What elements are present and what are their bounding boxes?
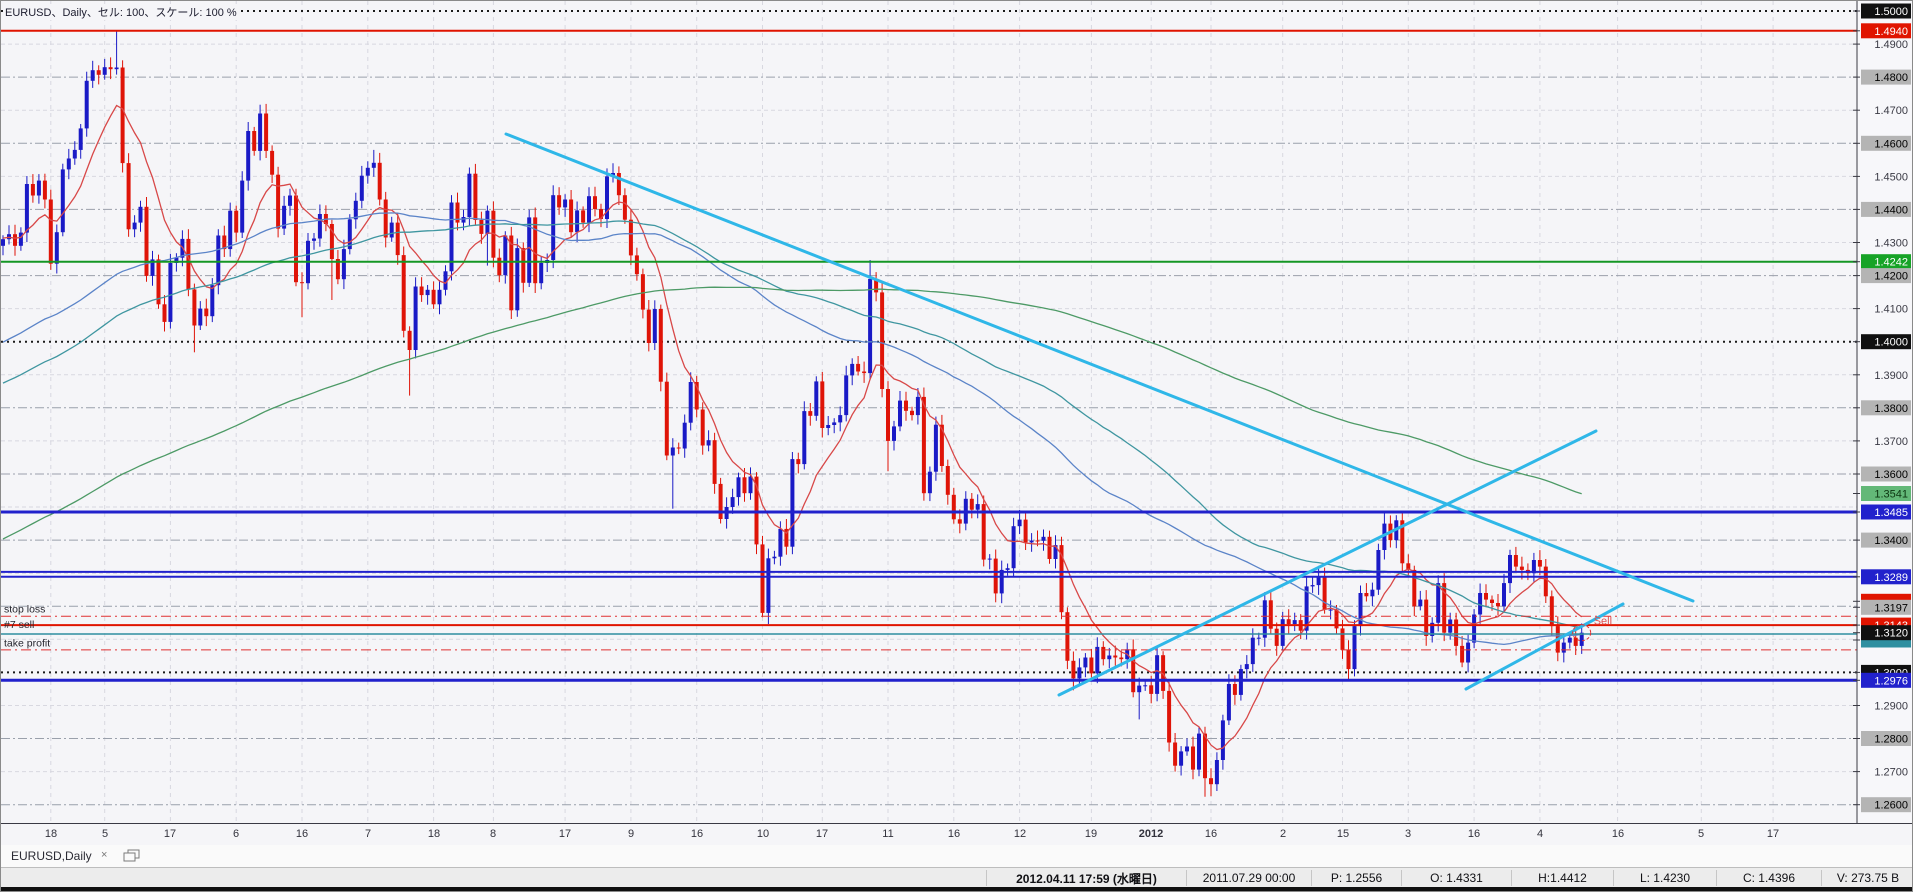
status-close: C: 1.4396 [1716,870,1821,886]
time-label: 18 [427,828,441,840]
svg-text:#7 sell: #7 sell [4,619,34,631]
candlestick-chart[interactable]: stop loss #7 sell take profit Sell 1.5000 1.4… [1,1,1913,823]
svg-text:stop loss: stop loss [4,604,45,616]
status-bar: 2012.04.11 17:59 (水曜日) 2011.07.29 00:00 … [1,867,1912,888]
time-label: 12 [1013,828,1027,840]
time-label: 17 [815,828,829,840]
time-label: 16 [690,828,704,840]
bottom-tab-bar: EURUSD,Daily × 自動ズー [1,845,1912,868]
svg-text:1.4940: 1.4940 [1874,26,1908,38]
time-label: 5 [1697,828,1705,840]
svg-text:1.2600: 1.2600 [1874,800,1908,812]
svg-text:1.4700: 1.4700 [1874,105,1908,117]
time-axis[interactable]: 18 5 17 6 16 7 18 8 17 9 16 10 17 11 16 12 19 2012 16 2 15 3 1… [1,823,1912,846]
svg-text:1.4400: 1.4400 [1874,204,1908,216]
svg-text:1.4242: 1.4242 [1874,257,1908,269]
status-high: H:1.4412 [1511,870,1613,886]
bottom-strip [1,887,1912,891]
time-label: 6 [232,828,240,840]
status-volume: V: 273.75 B [1821,870,1912,886]
time-label: 16 [295,828,309,840]
time-label: 16 [1611,828,1625,840]
svg-text:1.3800: 1.3800 [1874,403,1908,415]
horizontal-lines [1,29,1857,682]
chart-title: EURUSD、Daily、セル: 100、スケール: 100 % [5,4,241,20]
svg-text:1.2900: 1.2900 [1874,701,1908,713]
moving-averages [2,104,1583,751]
svg-text:1.3289: 1.3289 [1874,572,1908,584]
time-label: 5 [101,828,109,840]
time-label: 9 [627,828,635,840]
sell-marker: Sell [1572,616,1612,642]
time-label: 18 [44,828,58,840]
svg-text:1.3485: 1.3485 [1874,507,1908,519]
svg-text:1.2700: 1.2700 [1874,767,1908,779]
time-label: 16 [947,828,961,840]
time-label: 2 [1279,828,1287,840]
status-point: P: 1.2556 [1311,870,1401,886]
horizontal-gridlines [1,10,1857,806]
svg-text:1.2976: 1.2976 [1874,675,1908,687]
svg-text:1.3700: 1.3700 [1874,436,1908,448]
time-label: 11 [882,828,894,840]
time-label: 16 [1204,828,1218,840]
time-label: 7 [364,828,372,840]
time-label: 16 [1467,828,1481,840]
close-icon[interactable]: × [101,849,108,861]
svg-text:1.3600: 1.3600 [1874,469,1908,481]
status-bar-time: 2011.07.29 00:00 [1186,870,1311,886]
svg-text:1.4600: 1.4600 [1874,138,1908,150]
svg-text:1.4500: 1.4500 [1874,171,1908,183]
svg-text:1.4800: 1.4800 [1874,72,1908,84]
time-label: 17 [1766,828,1780,840]
restore-window-icon[interactable] [123,849,141,868]
time-label: 15 [1336,828,1350,840]
time-label: 17 [558,828,572,840]
svg-text:1.2800: 1.2800 [1874,734,1908,746]
svg-text:Sell: Sell [1594,616,1612,628]
time-label: 8 [489,828,497,840]
time-label: 19 [1084,828,1098,840]
time-label: 10 [756,828,770,840]
svg-text:1.3120: 1.3120 [1874,628,1908,640]
time-label: 2012 [1138,828,1164,840]
svg-text:1.4300: 1.4300 [1874,238,1908,250]
status-datetime: 2012.04.11 17:59 (水曜日) [986,870,1186,886]
trade-labels: stop loss #7 sell take profit [4,604,50,650]
svg-text:1.4100: 1.4100 [1874,304,1908,316]
svg-text:1.4200: 1.4200 [1874,271,1908,283]
status-low: L: 1.4230 [1613,870,1716,886]
candles-layer [1,30,1584,797]
chart-area[interactable]: stop loss #7 sell take profit Sell 1.5000 1.4… [1,1,1913,823]
svg-text:1.3900: 1.3900 [1874,370,1908,382]
time-label: 17 [163,828,177,840]
trendlines [504,132,1695,697]
time-label: 3 [1404,828,1412,840]
svg-text:1.4900: 1.4900 [1874,39,1908,51]
svg-text:1.3197: 1.3197 [1874,602,1908,614]
svg-text:1.4000: 1.4000 [1874,337,1908,349]
time-label: 4 [1536,828,1544,840]
status-open: O: 1.4331 [1401,870,1511,886]
svg-text:1.5000: 1.5000 [1874,6,1908,18]
svg-text:1.3400: 1.3400 [1874,535,1908,547]
chart-tab[interactable]: EURUSD,Daily [11,849,92,863]
svg-text:take profit: take profit [4,638,50,650]
svg-text:1.3541: 1.3541 [1874,489,1908,501]
